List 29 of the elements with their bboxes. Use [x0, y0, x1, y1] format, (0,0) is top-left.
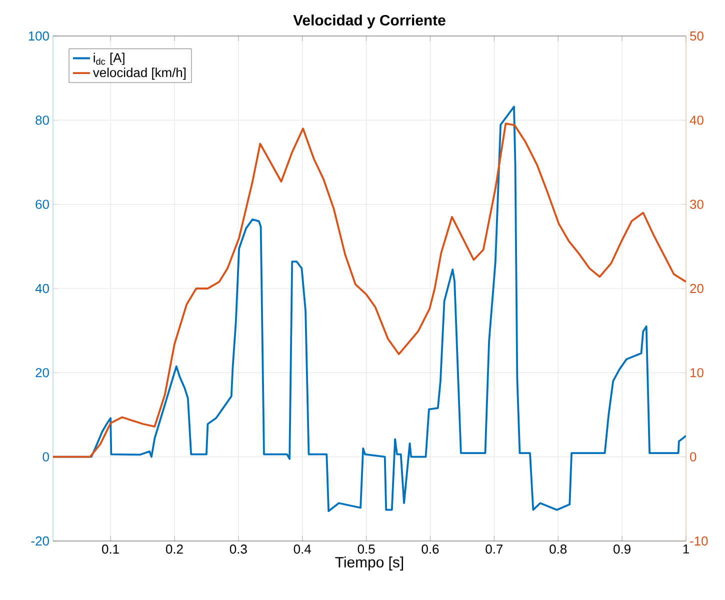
y2-tick-label: -10 [690, 536, 708, 546]
x-tick-label: 0.7 [486, 544, 503, 554]
legend-label: velocidad [km/h] [92, 68, 186, 80]
x-tick-label: 0.2 [166, 544, 183, 554]
x-tick-label: 1 [683, 544, 689, 554]
y2-tick-label: 50 [690, 31, 704, 41]
y-tick-label: -20 [31, 536, 49, 546]
y2-tick-label: 0 [690, 452, 696, 462]
x-tick-label: 0.6 [422, 544, 439, 554]
line-series [53, 122, 686, 458]
y-tick-label: 20 [36, 368, 49, 378]
x-tick-label: 0.8 [550, 544, 567, 554]
y2-tick-label: 40 [690, 116, 704, 125]
y-tick-label: 100 [28, 31, 49, 41]
y-tick-label: 40 [35, 284, 49, 294]
y-tick-label: 60 [36, 200, 49, 209]
y-tick-label: 0 [42, 452, 49, 462]
x-axis-title: Tiempo [s] [335, 556, 404, 570]
x-tick-label: 0.5 [358, 544, 375, 554]
y2-tick-label: 10 [690, 368, 704, 378]
y-tick-label: 80 [36, 116, 49, 125]
x-tick-label: 0.4 [294, 544, 311, 554]
x-tick-label: 0.9 [614, 544, 630, 554]
y2-tick-label: 20 [690, 284, 704, 294]
legend-label: i$_{dc}$ [A] [94, 52, 124, 65]
chart-title: Velocidad y Corriente [293, 14, 446, 28]
x-tick-label: 0.3 [230, 544, 247, 554]
y2-tick-label: 30 [690, 200, 704, 209]
x-tick-label: 0.1 [102, 544, 119, 554]
